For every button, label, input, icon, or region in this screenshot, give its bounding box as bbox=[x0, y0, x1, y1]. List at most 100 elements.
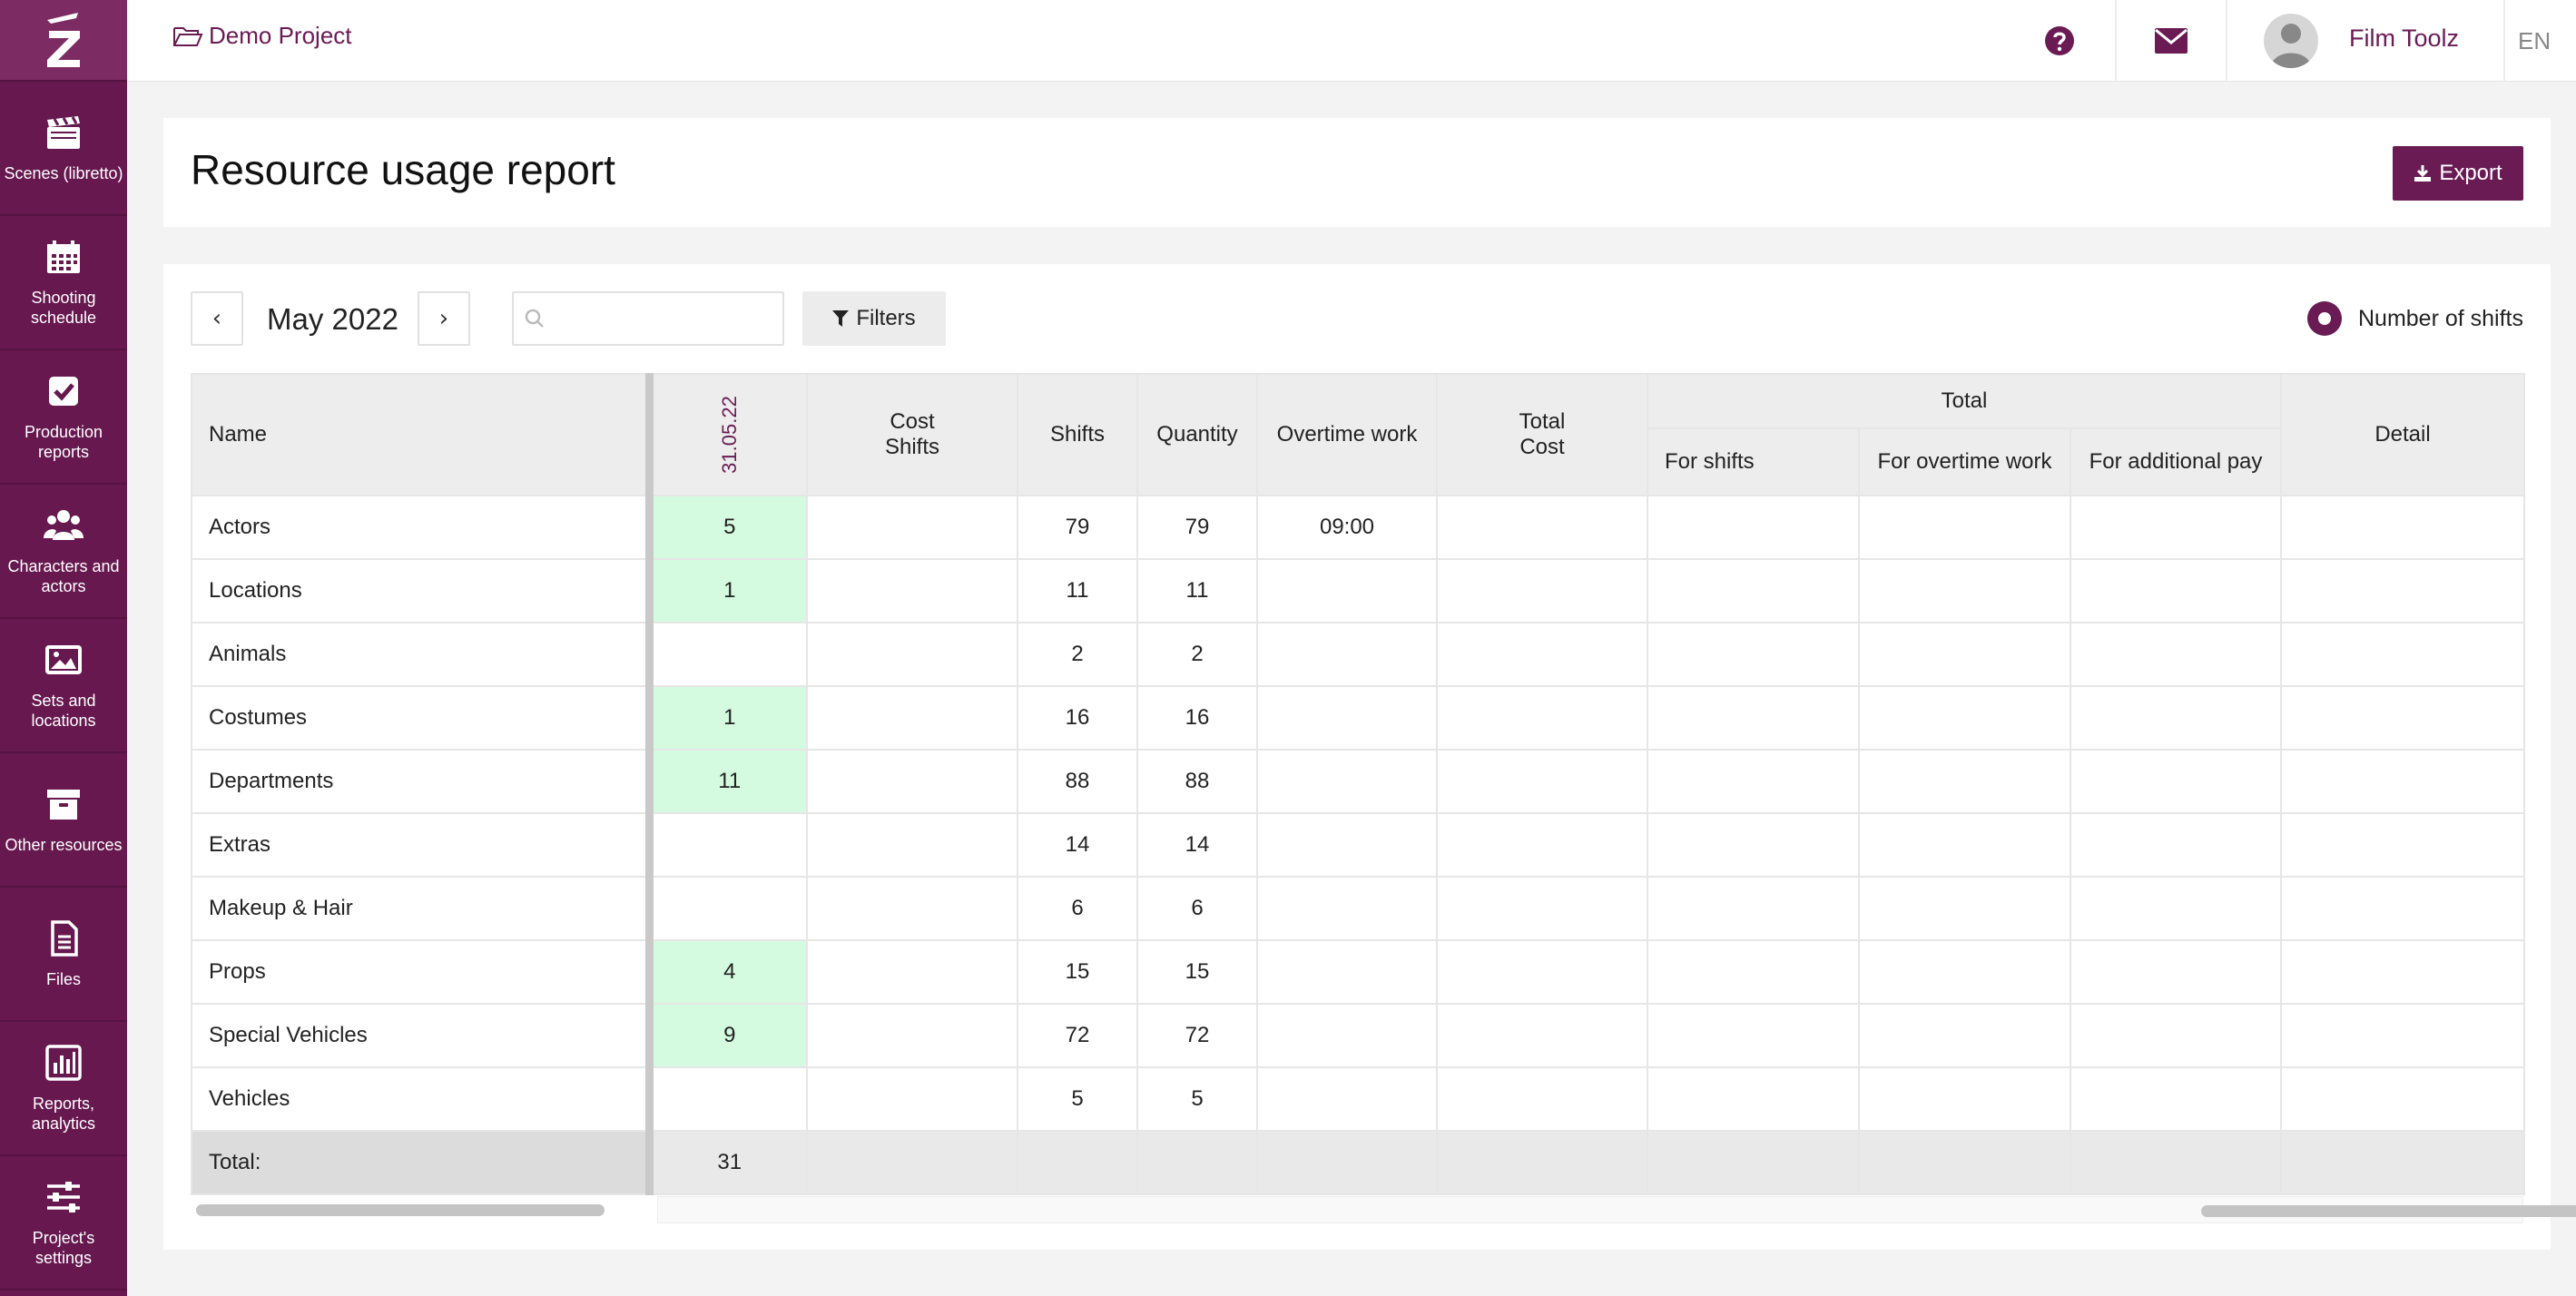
row-overtime-cell bbox=[1256, 558, 1438, 623]
column-header-for-additional-pay[interactable]: For additional pay bbox=[2069, 427, 2283, 496]
row-for-additional-cell bbox=[2069, 749, 2283, 814]
search-input[interactable] bbox=[552, 300, 770, 337]
sidebar-item-label: Other resources bbox=[5, 836, 123, 854]
column-header-quantity[interactable]: Quantity bbox=[1136, 373, 1258, 496]
column-header-shifts[interactable]: Shifts bbox=[1017, 373, 1138, 496]
column-header-name[interactable]: Name bbox=[191, 373, 654, 496]
column-header-cost-shifts[interactable]: Cost Shifts bbox=[806, 373, 1018, 496]
scrollbar-thumb[interactable] bbox=[2201, 1205, 2576, 1217]
sidebar-item-characters[interactable]: Characters and actors bbox=[0, 485, 127, 619]
sidebar-item-other-resources[interactable]: Other resources bbox=[0, 753, 127, 888]
row-for-additional-cell bbox=[2069, 812, 2283, 878]
search-box bbox=[512, 291, 784, 346]
row-for-overtime-cell bbox=[1858, 622, 2071, 687]
row-quantity-cell: 79 bbox=[1136, 495, 1258, 560]
row-shifts-cell: 16 bbox=[1017, 685, 1138, 751]
row-detail-cell bbox=[2280, 622, 2526, 687]
row-for-overtime-cell bbox=[1858, 939, 2071, 1005]
language-switcher[interactable]: EN bbox=[2503, 0, 2576, 82]
row-detail-cell bbox=[2280, 939, 2526, 1005]
sidebar-item-shooting-schedule[interactable]: Shooting schedule bbox=[0, 216, 127, 350]
help-button[interactable] bbox=[2004, 0, 2115, 82]
number-of-shifts-toggle[interactable]: Number of shifts bbox=[2306, 299, 2523, 339]
row-cost-shifts-cell bbox=[806, 685, 1018, 751]
column-header-detail[interactable]: Detail bbox=[2280, 373, 2526, 496]
total-cell bbox=[2069, 1130, 2283, 1195]
sidebar-item-sets-locations[interactable]: Sets and locations bbox=[0, 619, 127, 753]
table-row[interactable]: Extras 14 14 bbox=[191, 812, 2526, 878]
row-total-cost-cell bbox=[1436, 1003, 1648, 1068]
table-row[interactable]: Animals 2 2 bbox=[191, 622, 2526, 687]
row-date-cell bbox=[648, 622, 808, 687]
project-link[interactable]: Demo Project bbox=[172, 22, 352, 50]
table-row[interactable]: Special Vehicles 9 72 72 bbox=[191, 1003, 2526, 1068]
table-row[interactable]: Costumes 1 16 16 bbox=[191, 685, 2526, 751]
sidebar-item-scenes[interactable]: Scenes (libretto) bbox=[0, 82, 127, 216]
table-row[interactable]: Vehicles 5 5 bbox=[191, 1066, 2526, 1132]
sidebar-item-label: Scenes (libretto) bbox=[4, 164, 123, 182]
checkbox-icon bbox=[49, 377, 78, 406]
sidebar-item-reports[interactable]: Reports, analytics bbox=[0, 1022, 127, 1156]
filters-button[interactable]: Filters bbox=[802, 291, 946, 346]
sidebar-item-label: Characters and actors bbox=[7, 557, 120, 595]
table-row[interactable]: Makeup & Hair 6 6 bbox=[191, 876, 2526, 941]
table-row[interactable]: Locations 1 11 11 bbox=[191, 558, 2526, 623]
row-cost-shifts-cell bbox=[806, 876, 1018, 941]
total-cell bbox=[1858, 1130, 2071, 1195]
row-total-cost-cell bbox=[1436, 876, 1648, 941]
row-total-cost-cell bbox=[1436, 685, 1648, 751]
total-date-value: 31 bbox=[648, 1130, 808, 1195]
scrollbar-thumb[interactable] bbox=[196, 1204, 605, 1216]
next-month-button[interactable]: › bbox=[418, 291, 470, 346]
sliders-icon bbox=[47, 1182, 80, 1213]
sidebar-item-project-settings[interactable]: Project's settings bbox=[0, 1156, 127, 1291]
row-for-additional-cell bbox=[2069, 622, 2283, 687]
column-header-date[interactable]: 31.05.22 bbox=[648, 373, 808, 496]
envelope-icon bbox=[2155, 28, 2188, 54]
row-for-overtime-cell bbox=[1858, 685, 2071, 751]
sidebar-item-production-reports[interactable]: Production reports bbox=[0, 350, 127, 485]
resource-usage-table: Name 31.05.22 Cost Shifts Shifts Quantit… bbox=[191, 373, 2526, 1195]
column-header-for-overtime[interactable]: For overtime work bbox=[1858, 427, 2071, 496]
row-shifts-cell: 88 bbox=[1017, 749, 1138, 814]
left-horizontal-scrollbar[interactable] bbox=[191, 1196, 648, 1223]
row-quantity-cell: 15 bbox=[1136, 939, 1258, 1005]
row-shifts-cell: 15 bbox=[1017, 939, 1138, 1005]
row-detail-cell bbox=[2280, 1003, 2526, 1068]
sidebar-item-files[interactable]: Files bbox=[0, 888, 127, 1022]
row-cost-shifts-cell bbox=[806, 1066, 1018, 1132]
row-overtime-cell bbox=[1256, 749, 1438, 814]
right-horizontal-scrollbar[interactable] bbox=[657, 1196, 2576, 1223]
row-quantity-cell: 88 bbox=[1136, 749, 1258, 814]
row-total-cost-cell bbox=[1436, 495, 1648, 560]
project-name: Demo Project bbox=[209, 22, 352, 49]
messages-button[interactable] bbox=[2115, 0, 2226, 82]
prev-month-button[interactable]: ‹ bbox=[191, 291, 243, 346]
row-shifts-cell: 2 bbox=[1017, 622, 1138, 687]
app-logo[interactable] bbox=[0, 0, 127, 82]
column-header-overtime[interactable]: Overtime work bbox=[1256, 373, 1438, 496]
month-label: May 2022 bbox=[267, 302, 398, 336]
row-for-additional-cell bbox=[2069, 876, 2283, 941]
download-icon bbox=[2414, 165, 2432, 182]
total-cell bbox=[1436, 1130, 1648, 1195]
table-row[interactable]: Actors 5 79 79 09:00 bbox=[191, 495, 2526, 560]
row-shifts-cell: 14 bbox=[1017, 812, 1138, 878]
filters-label: Filters bbox=[856, 306, 916, 330]
total-cell bbox=[1256, 1130, 1438, 1195]
row-date-cell bbox=[648, 1066, 808, 1132]
report-toolbar: ‹ May 2022 › Filters Number of shifts bbox=[191, 291, 2523, 346]
column-header-for-shifts[interactable]: For shifts bbox=[1647, 427, 1860, 496]
column-header-total-cost[interactable]: Total Cost bbox=[1436, 373, 1648, 496]
table-row[interactable]: Departments 11 88 88 bbox=[191, 749, 2526, 814]
row-for-shifts-cell bbox=[1647, 876, 1860, 941]
row-overtime-cell bbox=[1256, 939, 1438, 1005]
row-for-additional-cell bbox=[2069, 1066, 2283, 1132]
image-icon bbox=[45, 645, 82, 674]
table-row[interactable]: Props 4 15 15 bbox=[191, 939, 2526, 1005]
export-label: Export bbox=[2439, 161, 2502, 185]
export-button[interactable]: Export bbox=[2393, 146, 2523, 201]
user-menu[interactable]: Film Toolz bbox=[2226, 0, 2503, 82]
row-cost-shifts-cell bbox=[806, 812, 1018, 878]
row-shifts-cell: 5 bbox=[1017, 1066, 1138, 1132]
